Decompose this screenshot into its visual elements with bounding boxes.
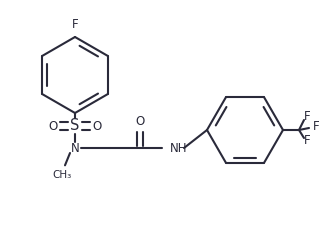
Text: CH₃: CH₃ xyxy=(52,170,72,180)
Text: F: F xyxy=(313,121,320,133)
Text: F: F xyxy=(72,18,78,31)
Text: F: F xyxy=(304,133,310,147)
Text: S: S xyxy=(70,119,80,133)
Text: O: O xyxy=(136,115,145,128)
Text: F: F xyxy=(304,110,310,123)
Text: N: N xyxy=(71,142,79,155)
Text: O: O xyxy=(48,120,58,132)
Text: O: O xyxy=(92,120,102,132)
Text: NH: NH xyxy=(170,142,187,155)
